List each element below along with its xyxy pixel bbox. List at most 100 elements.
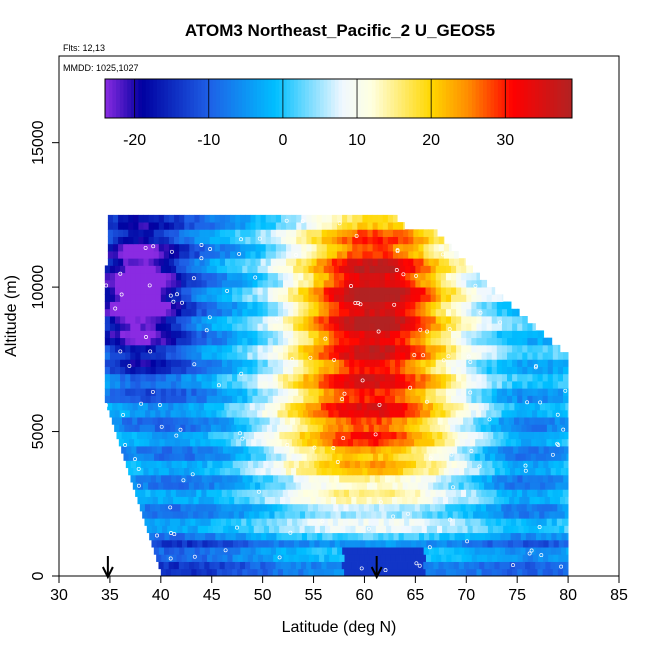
heatmap-cell — [364, 359, 370, 367]
heatmap-cell — [449, 532, 456, 541]
heatmap-cell — [158, 258, 165, 266]
heatmap-cell — [298, 308, 304, 317]
heatmap-cell — [377, 243, 384, 252]
heatmap-cell — [179, 453, 185, 461]
heatmap-cell — [359, 395, 365, 404]
heatmap-cell — [269, 496, 276, 505]
heatmap-cell — [461, 460, 468, 469]
heatmap-cell — [282, 409, 289, 418]
sample-point — [175, 292, 179, 297]
heatmap-cell — [416, 460, 422, 469]
heatmap-cell — [456, 344, 462, 353]
heatmap-cell — [374, 323, 381, 331]
heatmap-cell — [563, 460, 569, 469]
heatmap-cell — [372, 547, 379, 555]
heatmap-cell — [252, 316, 258, 324]
heatmap-cell — [277, 424, 283, 432]
heatmap-cell — [280, 496, 286, 505]
heatmap-cell — [359, 373, 365, 382]
heatmap-cell — [357, 532, 364, 541]
heatmap-cell — [431, 525, 438, 534]
heatmap-cell — [383, 453, 389, 461]
heatmap-cell — [405, 316, 411, 324]
heatmap-cell — [370, 446, 377, 454]
heatmap-cell — [323, 287, 330, 295]
heatmap-cell — [232, 330, 238, 339]
heatmap-cell — [224, 229, 231, 237]
heatmap-cell — [313, 554, 320, 562]
heatmap-cell — [168, 214, 175, 223]
heatmap-cell — [429, 518, 436, 526]
colorbar-segment — [538, 79, 543, 118]
heatmap-cell — [437, 525, 443, 534]
heatmap-cell — [331, 402, 337, 411]
heatmap-cell — [210, 424, 217, 432]
heatmap-cell — [345, 525, 351, 534]
heatmap-cell — [547, 388, 554, 396]
heatmap-cell — [104, 344, 111, 353]
heatmap-cell — [344, 554, 351, 562]
heatmap-cell — [308, 568, 314, 577]
colorbar-segment — [497, 79, 503, 118]
sample-point — [148, 349, 153, 354]
heatmap-cell — [420, 409, 426, 418]
heatmap-cell — [214, 402, 220, 411]
heatmap-cell — [347, 467, 353, 476]
heatmap-cell — [426, 525, 433, 534]
colorbar-segment — [164, 79, 169, 118]
heatmap-cell — [411, 446, 417, 454]
heatmap-cell — [367, 453, 374, 461]
heatmap-cell — [352, 467, 358, 476]
heatmap-cell — [167, 431, 173, 440]
colorbar-segment — [416, 79, 421, 118]
heatmap-cell — [508, 511, 515, 519]
heatmap-cell — [427, 402, 434, 411]
heatmap-cell — [194, 251, 200, 259]
heatmap-cell — [385, 474, 391, 483]
heatmap-cell — [369, 272, 376, 281]
colorbar-segment — [264, 79, 269, 118]
heatmap-cell — [158, 222, 165, 230]
heatmap-cell — [565, 467, 569, 476]
heatmap-cell — [360, 539, 366, 548]
heatmap-cell — [280, 258, 287, 266]
heatmap-cell — [542, 359, 549, 367]
heatmap-cell — [373, 424, 380, 432]
heatmap-cell — [231, 409, 238, 418]
heatmap-cell — [532, 373, 538, 382]
heatmap-cell — [289, 431, 296, 440]
heatmap-cell — [125, 352, 131, 360]
heatmap-cell — [363, 438, 369, 447]
heatmap-cell — [406, 539, 412, 548]
heatmap-cell — [476, 272, 480, 281]
heatmap-cell — [160, 344, 167, 353]
heatmap-cell — [206, 308, 213, 317]
heatmap-cell — [517, 460, 524, 469]
heatmap-cell — [501, 337, 508, 346]
heatmap-cell — [366, 417, 372, 425]
heatmap-cell — [471, 330, 477, 339]
heatmap-cell — [514, 496, 520, 505]
heatmap-cell — [441, 554, 447, 562]
heatmap-cell — [198, 496, 205, 505]
heatmap-cell — [364, 344, 370, 353]
heatmap-cell — [130, 294, 136, 302]
heatmap-cell — [333, 316, 340, 324]
heatmap-cell — [535, 561, 541, 570]
heatmap-cell — [142, 417, 148, 425]
heatmap-cell — [413, 532, 420, 541]
heatmap-cell — [255, 229, 261, 237]
heatmap-cell — [339, 272, 345, 281]
heatmap-cell — [219, 251, 226, 259]
heatmap-cell — [552, 366, 559, 375]
heatmap-cell — [209, 229, 216, 237]
heatmap-cell — [456, 265, 462, 274]
heatmap-cell — [522, 366, 528, 375]
heatmap-cell — [107, 243, 114, 252]
heatmap-cell — [439, 532, 445, 541]
heatmap-cell — [293, 265, 299, 274]
heatmap-cell — [179, 243, 185, 252]
heatmap-cell — [181, 316, 187, 324]
heatmap-cell — [343, 503, 349, 512]
heatmap-cell — [318, 272, 325, 281]
